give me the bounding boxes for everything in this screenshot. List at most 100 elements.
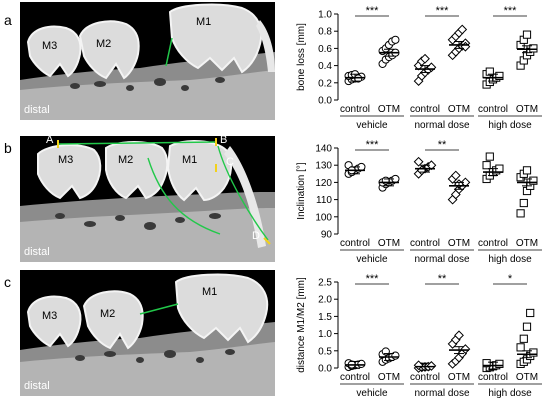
tooth-label-m1: M1 <box>202 286 218 298</box>
y-axis-label: Inclination [°] <box>296 162 307 220</box>
distal-label-b: distal <box>24 246 50 258</box>
data-point <box>457 24 468 35</box>
data-point <box>482 161 491 170</box>
chart-svg-distance: 0.0 0.5 1.0 1.5 2.0 2.5 distance M1/M2 [mm] con… <box>296 273 542 399</box>
y-tick-label: 110 <box>316 195 332 206</box>
condition-label: control <box>340 104 370 115</box>
chart-svg-bone-loss: 0.0 0.2 0.4 0.6 0.8 1.0 bone loss [mm] control O… <box>296 5 542 131</box>
condition-label: OTM <box>516 238 538 249</box>
significance-stars: *** <box>366 139 380 151</box>
condition-label: OTM <box>378 238 400 249</box>
micro-ct-drawing-a <box>20 3 275 120</box>
tooth-label-m3: M3 <box>42 40 58 52</box>
marker-D: D <box>252 230 260 242</box>
data-point <box>519 198 528 208</box>
data-point <box>482 359 491 368</box>
condition-label: control <box>410 238 440 249</box>
tooth-label-m2: M2 <box>118 154 134 166</box>
y-tick-label: 1.0 <box>318 10 332 21</box>
y-tick-label: 140 <box>315 144 332 155</box>
data-point <box>485 67 494 76</box>
y-tick-label: 130 <box>315 161 332 172</box>
condition-label: OTM <box>378 104 400 115</box>
y-tick-label: 0.0 <box>318 364 332 375</box>
y-tick-label: 0.2 <box>318 78 332 89</box>
tooth-label-m3: M3 <box>42 310 58 322</box>
group-label: high dose <box>488 388 532 399</box>
group-label: high dose <box>488 254 532 265</box>
plot-bone-loss: 0.0 0.2 0.4 0.6 0.8 1.0 bone loss [mm] control O… <box>280 2 550 137</box>
significance-stars: ** <box>438 139 447 151</box>
incisor-curve <box>147 157 221 235</box>
y-tick-label: 1.5 <box>318 312 332 323</box>
condition-label: OTM <box>516 372 538 383</box>
data-point <box>526 308 535 318</box>
data-point <box>529 176 538 185</box>
y-tick-label: 0.0 <box>318 96 332 107</box>
data-point <box>391 35 400 44</box>
distal-label-a: distal <box>24 104 50 116</box>
y-tick-label: 90 <box>321 230 333 241</box>
condition-label: control <box>478 104 508 115</box>
tooth-label-m2: M2 <box>100 308 116 320</box>
condition-label: control <box>478 238 508 249</box>
y-tick-label: 0.4 <box>318 61 332 72</box>
tooth-label-m1: M1 <box>182 154 198 166</box>
data-point <box>495 71 504 81</box>
data-point <box>516 343 525 352</box>
data-point <box>519 334 528 343</box>
tooth-label-m2: M2 <box>96 38 112 50</box>
group-label: vehicle <box>356 388 388 399</box>
condition-label: OTM <box>448 104 470 115</box>
tooth-label-m1: M1 <box>196 16 212 28</box>
data-point <box>516 209 525 218</box>
plot-inclination: 90 100 110 120 130 140 Inclination [°] control O… <box>280 136 550 271</box>
condition-label: OTM <box>516 104 538 115</box>
chart-svg-inclination: 90 100 110 120 130 140 Inclination [°] control O… <box>296 139 542 265</box>
micro-ct-drawing-c <box>20 273 275 396</box>
data-point <box>529 348 538 357</box>
y-tick-label: 120 <box>315 178 332 189</box>
condition-label: control <box>410 372 440 383</box>
micro-ct-image-a: M3 M2 M1 distal <box>20 2 275 120</box>
y-tick-label: 0.6 <box>318 44 332 55</box>
measurement-line-a <box>165 37 173 67</box>
group-label: normal dose <box>414 388 469 399</box>
y-tick-label: 1.0 <box>318 329 332 340</box>
condition-label: OTM <box>378 372 400 383</box>
condition-label: control <box>410 104 440 115</box>
panel-letter-b: b <box>4 140 12 156</box>
data-point <box>420 53 430 64</box>
group-label: normal dose <box>414 120 469 131</box>
condition-label: control <box>340 372 370 383</box>
y-axis-label: bone loss [mm] <box>296 23 307 91</box>
marker-C: C <box>226 156 234 168</box>
group-label: vehicle <box>356 120 388 131</box>
plot-distance: 0.0 0.5 1.0 1.5 2.0 2.5 distance M1/M2 [mm] con… <box>280 270 550 405</box>
y-tick-label: 2.5 <box>318 278 332 289</box>
micro-ct-drawing-b <box>20 138 275 262</box>
y-axis-label: distance M1/M2 [mm] <box>296 277 307 373</box>
y-tick-label: 0.5 <box>318 346 332 357</box>
tooth-label-m3: M3 <box>58 154 74 166</box>
occlusal-plane-line <box>57 141 217 145</box>
significance-stars: *** <box>366 273 380 285</box>
significance-stars: ** <box>438 273 447 285</box>
micro-ct-image-c: M3 M2 M1 distal <box>20 270 275 396</box>
group-label: vehicle <box>356 254 388 265</box>
data-point <box>529 44 538 53</box>
data-point <box>450 170 461 181</box>
data-point <box>454 330 464 341</box>
data-point <box>485 152 494 161</box>
panel-letter-a: a <box>4 12 12 28</box>
data-point <box>522 166 532 175</box>
condition-label: control <box>478 372 508 383</box>
measurement-line-c <box>139 303 179 315</box>
significance-stars: *** <box>436 5 450 17</box>
data-point <box>522 322 532 331</box>
group-label: normal dose <box>414 254 469 265</box>
significance-stars: *** <box>504 5 518 17</box>
marker-B: B <box>220 136 228 146</box>
condition-label: OTM <box>448 238 470 249</box>
condition-label: control <box>340 238 370 249</box>
